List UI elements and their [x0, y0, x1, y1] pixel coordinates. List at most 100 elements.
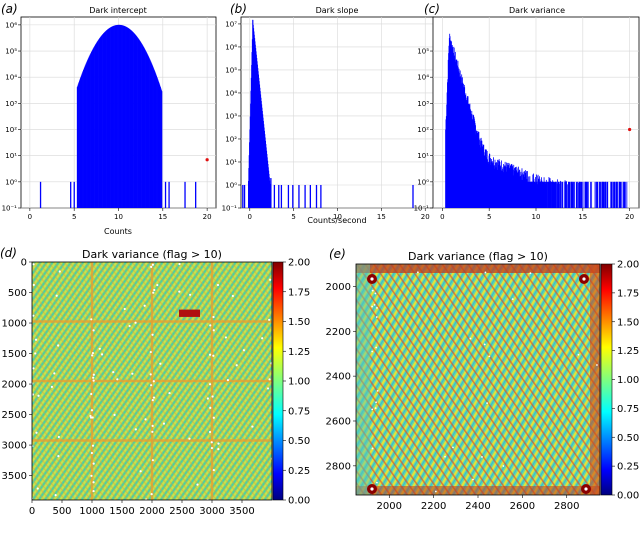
- histogram-bar: [118, 24, 119, 208]
- x-tick-label: 500: [52, 506, 71, 517]
- histogram-bar: [112, 26, 114, 208]
- colorbar-tick-label: 1.25: [617, 346, 639, 357]
- colorbar-tick-label: 0.00: [617, 491, 639, 502]
- histogram-bar: [298, 184, 300, 208]
- histogram-bar: [111, 26, 113, 208]
- x-tick-label: 2600: [510, 501, 535, 512]
- histogram-dark-variance: 0 5 10 15 20 10⁻¹ 10⁰ 10¹ 10² 10³ 10⁴ 10⁵ Dark var…: [414, 2, 640, 221]
- histogram-bar: [144, 49, 146, 208]
- histogram-bar: [270, 178, 272, 208]
- x-axis: 0 5 10 15 20: [440, 208, 634, 221]
- histogram-bar: [134, 33, 135, 208]
- bad-pixel: [178, 290, 181, 293]
- histogram-bar: [127, 27, 129, 208]
- histogram-bar: [159, 84, 161, 208]
- colorbar-tick-label: 0.00: [288, 496, 310, 507]
- y-tick-label: 10⁻¹: [222, 205, 238, 213]
- histogram-bar: [107, 28, 109, 208]
- x-axis: 0 500 1000 1500 2000 2500 3000 3500: [29, 500, 255, 517]
- bad-pixel: [29, 289, 32, 293]
- histogram-bar: [278, 184, 280, 208]
- histogram-bar: [103, 32, 105, 208]
- bad-pixel: [196, 483, 199, 486]
- histogram-bar: [287, 184, 290, 208]
- bad-pixel: [92, 373, 95, 376]
- histogram-bar: [141, 43, 142, 208]
- histogram-bar: [143, 46, 145, 208]
- histogram-bar: [126, 27, 128, 208]
- y-tick-label: 10⁶: [5, 21, 17, 29]
- colorbar-tick-label: 1.75: [617, 288, 639, 299]
- bad-pixel: [150, 384, 153, 387]
- histogram-bar: [85, 64, 87, 208]
- bad-pixel: [151, 424, 154, 427]
- bad-pixel: [116, 378, 119, 381]
- histogram-bar: [98, 39, 99, 208]
- histogram-bar: [80, 75, 82, 208]
- y-tick-label: 2000: [2, 380, 27, 391]
- histogram-bar: [292, 184, 294, 208]
- y-tick-label: 10²: [417, 126, 429, 134]
- histogram-bar: [587, 181, 589, 208]
- histogram-bar: [77, 84, 79, 208]
- bad-pixel: [34, 352, 37, 355]
- histogram-bar: [137, 37, 138, 208]
- histogram-bars: [242, 19, 414, 208]
- histogram-bar: [150, 62, 152, 208]
- histogram-bar: [315, 184, 318, 208]
- y-tick-label: 10⁴: [417, 74, 429, 82]
- bad-pixel: [149, 350, 152, 354]
- x-tick-label: 3500: [229, 506, 254, 517]
- histogram-bar: [82, 71, 84, 208]
- histogram-bar: [105, 31, 107, 208]
- histogram-bar: [157, 78, 158, 208]
- bad-pixel: [58, 270, 61, 273]
- bad-pixel: [208, 430, 212, 434]
- bad-pixel: [90, 409, 94, 412]
- histogram-bar: [151, 64, 153, 208]
- hot-region: [179, 309, 200, 317]
- histogram-bar: [124, 26, 126, 208]
- histogram-bar: [83, 68, 85, 208]
- histogram-bar: [77, 181, 79, 208]
- histogram-bar: [164, 181, 167, 208]
- histogram-bar: [87, 60, 88, 208]
- bad-pixel: [208, 383, 212, 386]
- bad-pixel: [162, 422, 166, 425]
- bad-pixel: [156, 283, 159, 287]
- bad-pixel: [57, 455, 60, 458]
- histogram-bar: [581, 181, 583, 208]
- colorbar-tick-label: 1.50: [288, 317, 310, 328]
- y-tick-label: 3500: [2, 471, 27, 482]
- histogram-bar: [159, 85, 161, 208]
- bad-pixel: [210, 441, 213, 444]
- histogram-bar: [116, 24, 118, 208]
- histogram-bar: [137, 37, 139, 208]
- histogram-bar: [152, 66, 154, 208]
- y-tick-label: 2800: [326, 461, 351, 472]
- bad-pixel: [211, 395, 214, 398]
- histogram-bar: [151, 63, 153, 208]
- histogram-bar: [106, 30, 107, 208]
- histogram-bar: [154, 72, 156, 208]
- bad-pixel: [134, 428, 137, 431]
- histogram-bar: [605, 181, 607, 208]
- histogram-bar: [92, 48, 94, 208]
- histogram-bar: [73, 181, 75, 208]
- y-tick-label: 10⁶: [225, 43, 237, 51]
- y-axis: 10⁻¹ 10⁰ 10¹ 10² 10³ 10⁴ 10⁵ 10⁶: [2, 21, 21, 213]
- bad-pixel: [210, 446, 214, 450]
- y-tick-label: 2500: [2, 410, 27, 421]
- bad-pixel: [55, 294, 58, 297]
- y-tick-label: 3000: [2, 441, 27, 452]
- histogram-bar: [133, 33, 135, 208]
- histogram-bar: [99, 38, 100, 208]
- histogram-bar: [122, 25, 124, 208]
- bad-pixel: [189, 293, 192, 296]
- heatmap-dark-variance-full: 0 500 1000 1500 2000 2500 3000 3500 0 500 1000 150…: [0, 246, 310, 517]
- histogram-bar: [84, 65, 86, 208]
- colorbar-tick-label: 1.25: [288, 347, 310, 358]
- bad-pixel: [416, 271, 419, 274]
- histogram-bar: [127, 27, 129, 208]
- histogram-bar: [594, 181, 596, 208]
